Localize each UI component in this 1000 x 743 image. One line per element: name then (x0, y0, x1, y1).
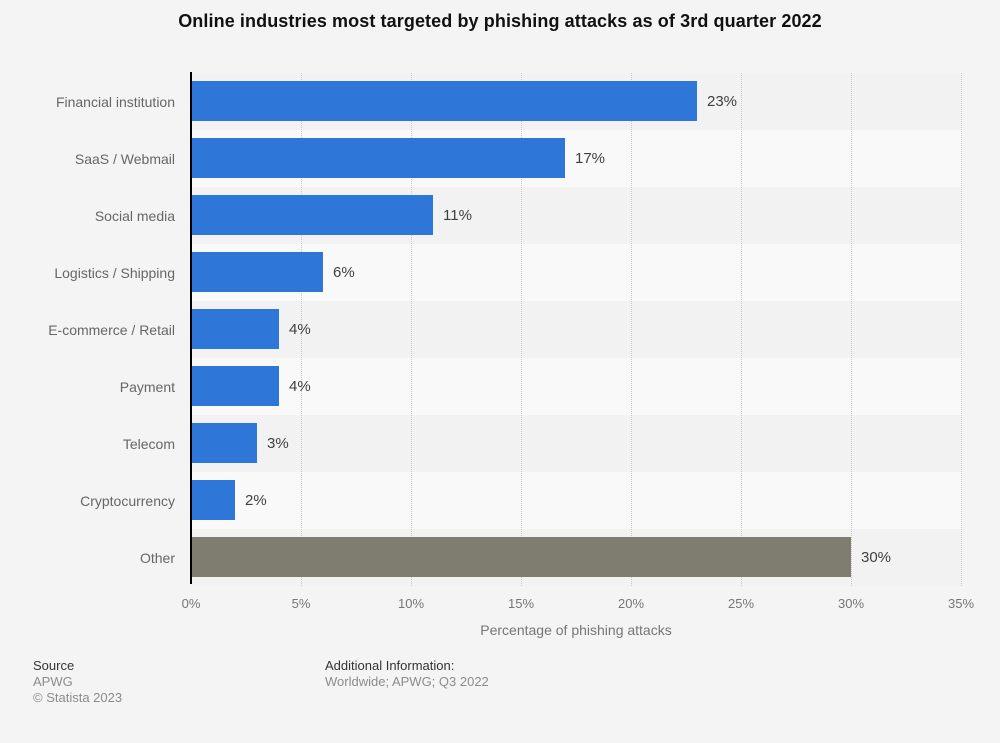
x-tick-label-20: 20% (617, 596, 645, 611)
gridline (521, 73, 522, 586)
x-tick-label-5: 5% (291, 596, 311, 611)
gridline (741, 73, 742, 586)
category-label-cryptocurrency: Cryptocurrency (80, 492, 175, 509)
source-label: Source (33, 658, 75, 673)
value-label-saas-webmail: 17% (575, 149, 606, 167)
row-stripe (191, 472, 961, 529)
x-tick-label-0: 0% (181, 596, 201, 611)
source-value: APWG (33, 674, 73, 689)
bar-cryptocurrency (191, 480, 235, 520)
category-label-e-commerce-retail: E-commerce / Retail (48, 321, 175, 338)
value-label-financial-institution: 23% (707, 92, 738, 110)
category-label-saas-webmail: SaaS / Webmail (74, 150, 175, 167)
bar-social-media (191, 195, 433, 235)
bar-payment (191, 366, 279, 406)
value-label-logistics-shipping: 6% (333, 263, 355, 281)
category-label-financial-institution: Financial institution (55, 93, 175, 110)
row-stripe (191, 358, 961, 415)
bar-other (191, 537, 851, 577)
source-block: Source APWG © Statista 2023 (33, 658, 122, 706)
additional-info-block: Additional Information: Worldwide; APWG;… (325, 658, 489, 690)
chart-title: Online industries most targeted by phish… (178, 11, 822, 31)
bar-telecom (191, 423, 257, 463)
value-label-social-media: 11% (443, 206, 472, 224)
bar-saas-webmail (191, 138, 565, 178)
value-label-telecom: 3% (267, 434, 289, 452)
x-tick-label-25: 25% (727, 596, 755, 611)
category-label-other: Other (139, 549, 175, 566)
category-axis: Financial institution SaaS / Webmail Socia… (0, 73, 175, 586)
category-label-social-media: Social media (94, 207, 175, 224)
value-label-cryptocurrency: 2% (245, 491, 267, 509)
bar-financial-institution (191, 81, 697, 121)
x-tick-label-10: 10% (397, 596, 425, 611)
gridline (961, 73, 962, 586)
row-stripe (191, 415, 961, 472)
y-axis-line (190, 72, 192, 584)
bar-e-commerce-retail (191, 309, 279, 349)
category-label-logistics-shipping: Logistics / Shipping (54, 264, 175, 281)
additional-info-value: Worldwide; APWG; Q3 2022 (325, 674, 489, 689)
gridline (301, 73, 302, 586)
row-stripe (191, 301, 961, 358)
copyright-notice: © Statista 2023 (33, 690, 123, 705)
x-tick-label-15: 15% (507, 596, 535, 611)
additional-info-label: Additional Information: (325, 658, 455, 673)
value-label-payment: 4% (289, 377, 311, 395)
gridline (851, 73, 852, 586)
x-axis-title: Percentage of phishing attacks (480, 622, 672, 638)
gridline (411, 73, 412, 586)
value-label-e-commerce-retail: 4% (289, 320, 311, 338)
x-tick-label-30: 30% (837, 596, 865, 611)
bar-logistics-shipping (191, 252, 323, 292)
value-label-other: 30% (861, 548, 892, 566)
x-tick-label-35: 35% (947, 596, 975, 611)
gridline (631, 73, 632, 586)
category-label-payment: Payment (119, 378, 175, 395)
category-label-telecom: Telecom (122, 435, 175, 452)
plot-area: 23% 17% 11% 6% 4% 4% 3% 2% 30% (190, 72, 962, 586)
